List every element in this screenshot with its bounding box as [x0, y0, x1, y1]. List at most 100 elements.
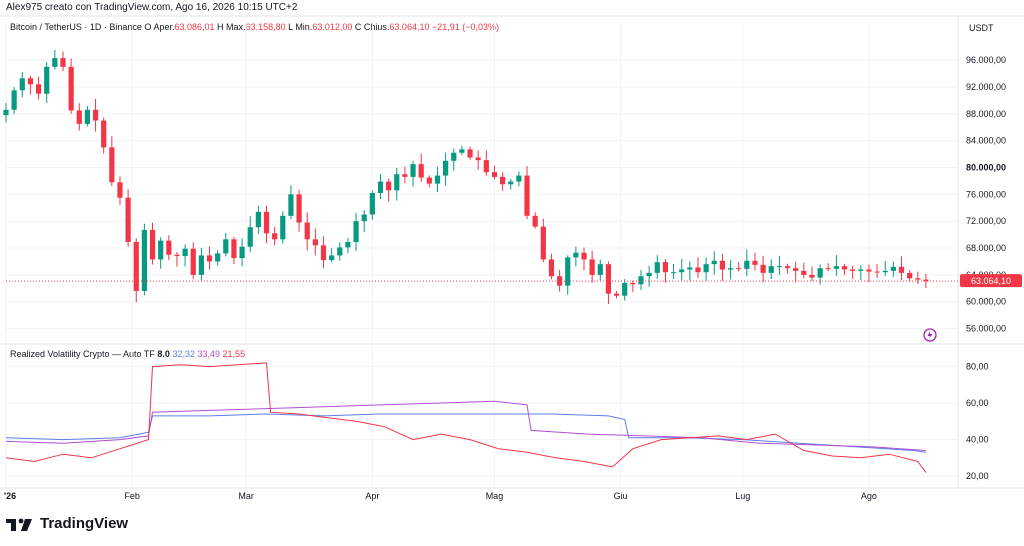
candle-body	[206, 255, 213, 262]
volatility-legend: Realized Volatility Crypto — Auto TF 8.0…	[10, 349, 245, 359]
candle-body	[711, 260, 717, 265]
candle-body	[451, 152, 457, 161]
volatility-series-33-49	[5, 400, 926, 451]
candle-body	[353, 221, 359, 243]
candle-body	[149, 229, 156, 260]
open-label: O	[144, 22, 152, 32]
candle-body	[443, 160, 449, 176]
candle-body	[744, 260, 750, 269]
price-tick-label: 56.000,00	[966, 324, 1006, 334]
close-value: 63.064,10	[389, 22, 430, 32]
candle-body	[109, 147, 115, 183]
candle-body	[125, 197, 131, 243]
candle-body	[190, 248, 196, 275]
candle-body	[247, 227, 253, 247]
candle-body	[768, 266, 774, 273]
candle-body	[874, 271, 880, 273]
price-tick-label: 92.000,00	[966, 82, 1006, 92]
tradingview-logo[interactable]: TradingView	[6, 515, 128, 532]
candle-body	[548, 259, 555, 277]
candle-body	[752, 260, 758, 265]
symbol-title: Bitcoin / TetherUS · 1D · Binance	[10, 22, 142, 32]
candle-body	[418, 164, 424, 178]
candle-body	[809, 274, 815, 278]
candle-body	[166, 240, 172, 255]
candle-body	[589, 259, 595, 275]
candle-body	[182, 248, 188, 257]
close-label: C	[354, 22, 362, 32]
volatility-purple-value: 33,49	[197, 349, 221, 359]
candle-body	[329, 255, 335, 261]
low-prefix: Min.	[295, 22, 313, 32]
candle-body	[573, 252, 579, 258]
tradingview-logo-icon	[6, 518, 32, 531]
candle-body	[158, 240, 164, 260]
candle-body	[638, 276, 644, 285]
volatility-tick-label: 20,00	[966, 471, 989, 481]
time-tick-label: Mag	[486, 491, 504, 501]
chart-attribution: Alex975 creato con TradingView.com, Ago …	[6, 2, 298, 13]
candle-body	[296, 194, 302, 223]
candle-body	[703, 264, 709, 273]
candle-body	[402, 174, 408, 177]
candle-body	[491, 172, 498, 177]
candle-body	[255, 211, 261, 228]
candle-body	[60, 58, 66, 67]
candle-body	[141, 229, 147, 291]
candle-body	[565, 257, 571, 286]
candle-body	[483, 160, 489, 173]
low-value: 63.012,00	[312, 22, 353, 32]
candle-body	[223, 239, 229, 254]
candle-body	[646, 272, 652, 277]
tradingview-brand: TradingView	[40, 515, 129, 532]
candle-body	[434, 175, 441, 184]
candle-body	[890, 266, 896, 271]
candle-body	[44, 66, 50, 94]
candle-body	[605, 264, 612, 294]
candle-body	[654, 262, 660, 273]
candle-body	[719, 260, 726, 270]
last-price-label: 63.064,10	[971, 276, 1011, 286]
candle-body	[622, 282, 628, 296]
volatility-tf: 8.0	[157, 349, 170, 359]
candle-body	[288, 194, 294, 216]
candle-body	[613, 293, 620, 296]
time-tick-label: Mar	[238, 491, 254, 501]
candle-body	[784, 266, 791, 269]
candle-body	[52, 58, 58, 67]
candle-body	[695, 267, 701, 273]
candle-body	[76, 110, 82, 124]
price-tick-label: 88.000,00	[966, 109, 1006, 119]
time-tick-label: Apr	[365, 491, 379, 501]
candle-body	[117, 182, 123, 198]
price-tick-label: 68.000,00	[966, 243, 1006, 253]
candle-body	[312, 239, 318, 246]
candle-body	[630, 282, 636, 285]
candle-body	[68, 66, 74, 111]
candle-body	[337, 247, 343, 256]
candle-body	[475, 157, 481, 161]
high-prefix: Max.	[226, 22, 246, 32]
candle-body	[410, 164, 416, 177]
candle-body	[817, 268, 823, 278]
candle-body	[84, 109, 91, 124]
candle-body	[459, 149, 465, 153]
candle-body	[239, 246, 245, 259]
volatility-title: Realized Volatility Crypto — Auto TF	[10, 349, 155, 359]
replay-icon	[923, 328, 937, 342]
time-tick-label: Feb	[124, 491, 140, 501]
candle-body	[736, 268, 742, 270]
candle-body	[662, 262, 669, 273]
candle-body	[679, 269, 685, 273]
volatility-tick-label: 80,00	[966, 362, 989, 372]
candle-body	[597, 264, 603, 275]
candle-body	[516, 175, 522, 182]
symbol-ohlc-legend: Bitcoin / TetherUS · 1D · Binance O Aper…	[10, 22, 499, 32]
candle-body	[133, 242, 139, 291]
currency-label[interactable]: USDT	[969, 23, 994, 33]
candle-body	[394, 174, 400, 191]
candle-body	[3, 109, 9, 116]
candle-body	[499, 176, 506, 185]
candle-body	[386, 181, 392, 191]
